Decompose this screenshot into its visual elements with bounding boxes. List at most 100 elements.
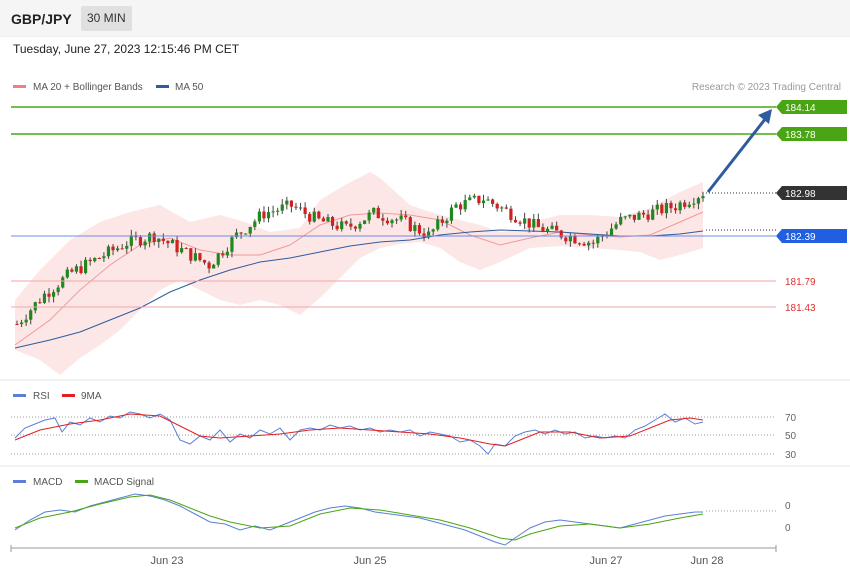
candle-body [619, 216, 623, 225]
candle-body [454, 204, 458, 208]
level-labels: 184.14 183.78 182.98 182.39 181.79 181.4… [776, 100, 847, 314]
level-value-181.43: 181.43 [785, 303, 816, 314]
candle-body [276, 210, 280, 212]
level-value-184.14: 184.14 [785, 103, 816, 114]
target-arrow-head [758, 109, 772, 124]
candle-body [106, 246, 111, 257]
candle-body [491, 199, 495, 204]
candle-body [312, 211, 316, 222]
candle-body [532, 219, 536, 228]
candle-body [166, 240, 170, 244]
candle-body [463, 200, 467, 210]
level-value-182.39: 182.39 [785, 232, 816, 243]
candle-body [216, 253, 220, 265]
macd-line [14, 493, 703, 546]
candle-body [344, 221, 348, 224]
legend-swatch-ma50 [156, 85, 169, 88]
candle-body [596, 236, 600, 244]
candle-body [527, 218, 531, 228]
main-legend: MA 20 + Bollinger Bands MA 50 Research ©… [13, 82, 841, 93]
legend-swatch-ma20 [13, 85, 26, 88]
candle-body [468, 197, 472, 201]
candle-body [541, 227, 545, 232]
candle-body [431, 229, 435, 232]
candle-body [394, 219, 399, 221]
timeframe-button[interactable]: 30 MIN [81, 6, 132, 31]
legend-label-9ma: 9MA [81, 391, 102, 402]
candle-body [436, 219, 440, 230]
candle-body [202, 260, 207, 263]
candle-body [509, 208, 513, 220]
legend-swatch-9ma [62, 394, 75, 397]
candle-body [564, 237, 568, 242]
candle-body [472, 195, 476, 198]
candle-body [504, 207, 508, 209]
candle-body [381, 218, 385, 221]
candle-body [116, 248, 120, 251]
chart-header: GBP/JPY 30 MIN [0, 0, 850, 37]
candle-body [47, 293, 51, 297]
candle-body [481, 200, 486, 204]
candle-body [298, 207, 303, 209]
candle-body [399, 215, 403, 220]
candle-body [568, 236, 572, 242]
candle-body [683, 202, 687, 207]
legend-swatch-macd [13, 480, 26, 483]
candle-body [317, 211, 321, 219]
candle-body [157, 238, 161, 242]
candle-body [234, 232, 239, 238]
candle-body [161, 238, 165, 241]
rsi-line [14, 411, 704, 455]
candle-body [189, 248, 193, 261]
level-value-182.98: 182.98 [785, 189, 816, 200]
symbol-label: GBP/JPY [11, 11, 72, 27]
candle-body [623, 216, 627, 218]
candle-body [641, 212, 646, 215]
candle-body [646, 214, 650, 220]
candle-body [244, 233, 248, 235]
candle-body [61, 277, 65, 288]
rsi-9ma-line [14, 413, 704, 447]
candle-body [605, 234, 609, 236]
level-tag-184.14 [776, 100, 847, 114]
candle-body [523, 218, 527, 224]
candle-body [459, 204, 463, 210]
candle-body [253, 221, 257, 227]
candle-body [29, 310, 33, 320]
candle-body [93, 257, 97, 262]
candle-body [545, 228, 550, 232]
candle-body [262, 211, 266, 219]
candle-body [280, 204, 284, 211]
legend-label-ma50: MA 50 [175, 82, 204, 93]
candle-body [632, 214, 636, 220]
candle-body [303, 207, 307, 215]
candle-body [74, 266, 79, 272]
candle-body [294, 206, 298, 208]
x-tick-label-jun25: Jun 25 [353, 555, 386, 567]
candle-body [427, 231, 431, 238]
candle-body [170, 239, 175, 244]
candle-body [330, 217, 335, 226]
candle-body [353, 226, 358, 229]
candle-body [225, 251, 229, 256]
candle-body [102, 256, 106, 259]
candle-body [404, 215, 408, 218]
macd-signal-line [14, 494, 704, 541]
candle-body [655, 204, 659, 210]
candle-body [651, 209, 655, 220]
candle-body [408, 217, 412, 232]
candle-body [555, 225, 559, 231]
candle-body [367, 212, 371, 221]
candle-body [326, 217, 330, 222]
x-tick-label-jun27: Jun 27 [589, 555, 622, 567]
candle-body [678, 202, 682, 211]
target-arrow [706, 117, 768, 193]
candle-body [129, 235, 133, 246]
macd-panel: MACD MACD Signal 0 0 [13, 477, 791, 546]
candle-body [637, 212, 641, 220]
candle-body [65, 269, 69, 278]
candle-body [609, 228, 614, 235]
candle-body [518, 222, 522, 224]
candle-body [88, 259, 92, 262]
